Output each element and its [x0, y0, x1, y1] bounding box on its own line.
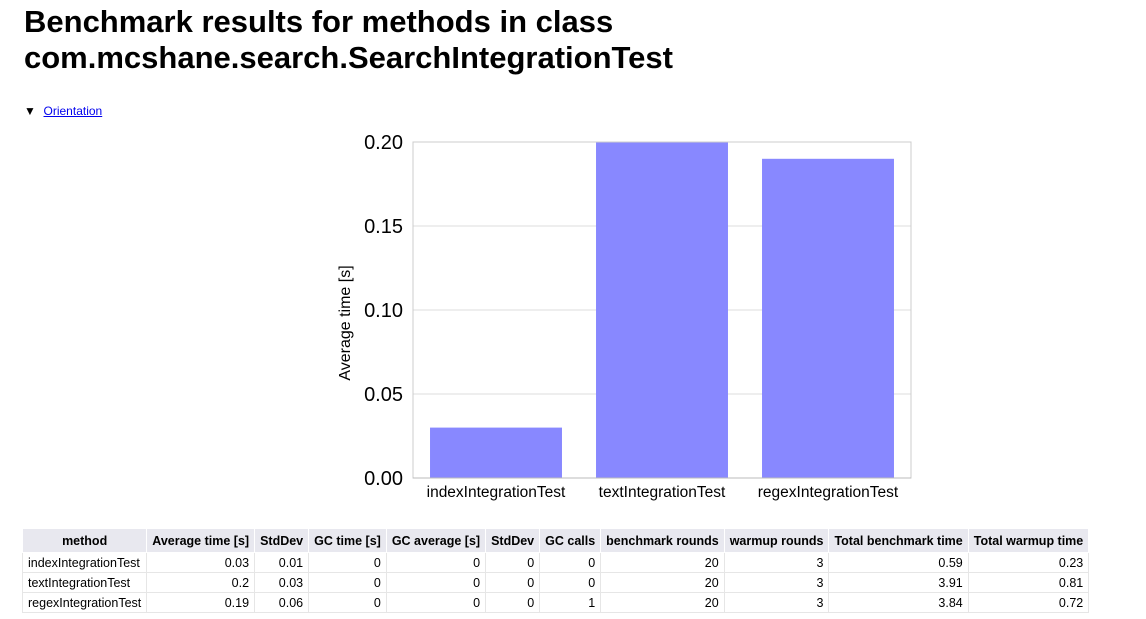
table-header-row: method Average time [s] StdDev GC time [s] G…	[21, 528, 1090, 553]
triangle-down-icon: ▼	[24, 104, 36, 118]
value-cell: 0.81	[967, 572, 1090, 593]
value-cell: 0	[485, 572, 541, 593]
column-header: Total warmup time	[967, 528, 1090, 553]
value-cell: 20	[600, 552, 725, 573]
value-cell: 3.91	[828, 572, 969, 593]
value-cell: 0.19	[146, 592, 256, 613]
value-cell: 0.2	[146, 572, 256, 593]
table-body: indexIntegrationTest 0.03 0.01 0 0 0 0 20 3 0.59 0…	[21, 552, 1090, 613]
table-row: indexIntegrationTest 0.03 0.01 0 0 0 0 20 3 0.59 0…	[21, 552, 1090, 573]
value-cell: 0	[385, 572, 487, 593]
orientation-toggle[interactable]: ▼ Orientation	[24, 103, 102, 119]
column-header: warmup rounds	[723, 528, 830, 553]
column-header: Average time [s]	[146, 528, 256, 553]
value-cell: 0	[385, 552, 487, 573]
results-table: method Average time [s] StdDev GC time [s] G…	[21, 528, 1090, 613]
value-cell: 3	[723, 552, 830, 573]
value-cell: 20	[600, 592, 725, 613]
y-tick-label: 0.00	[364, 468, 403, 490]
method-cell: indexIntegrationTest	[21, 552, 148, 573]
value-cell: 0.59	[828, 552, 969, 573]
y-tick-labels: 0.00 0.05 0.10 0.15 0.20	[364, 132, 403, 490]
orientation-link[interactable]: Orientation	[43, 104, 103, 118]
column-header: GC time [s]	[308, 528, 387, 553]
value-cell: 0.72	[967, 592, 1090, 613]
y-tick-label: 0.10	[364, 300, 403, 322]
page-title: Benchmark results for methods in class c…	[24, 4, 1124, 76]
value-cell: 1	[539, 592, 602, 613]
y-tick-label: 0.15	[364, 216, 403, 238]
page-title-line2: com.mcshane.search.SearchIntegrationTest	[24, 40, 673, 75]
value-cell: 0.01	[254, 552, 310, 573]
table-row: regexIntegrationTest 0.19 0.06 0 0 0 1 20 3 3.84 0…	[21, 592, 1090, 613]
column-header: GC average [s]	[385, 528, 487, 553]
column-header: method	[21, 528, 148, 553]
column-header: benchmark rounds	[600, 528, 725, 553]
value-cell: 0	[539, 572, 602, 593]
column-header: StdDev	[485, 528, 541, 553]
y-axis-label: Average time [s]	[337, 265, 354, 380]
value-cell: 0.06	[254, 592, 310, 613]
value-cell: 0.03	[254, 572, 310, 593]
x-tick-label: regexIntegrationTest	[758, 484, 899, 501]
x-tick-labels: indexIntegrationTest textIntegrationTest r…	[427, 484, 899, 501]
chart-axes	[412, 141, 912, 479]
value-cell: 0.23	[967, 552, 1090, 573]
value-cell: 0.03	[146, 552, 256, 573]
bar-textIntegrationTest	[596, 142, 728, 478]
value-cell: 3.84	[828, 592, 969, 613]
y-tick-label: 0.20	[364, 132, 403, 154]
value-cell: 0	[308, 572, 387, 593]
x-tick-label: textIntegrationTest	[599, 484, 726, 501]
x-tick-label: indexIntegrationTest	[427, 484, 566, 501]
bar-chart: 0.00 0.05 0.10 0.15 0.20 indexIntegrationTes…	[337, 132, 912, 501]
bar-regexIntegrationTest	[762, 158, 894, 479]
chart-bars	[430, 142, 894, 479]
value-cell: 0	[539, 552, 602, 573]
column-header: GC calls	[539, 528, 602, 553]
y-tick-label: 0.05	[364, 384, 403, 406]
table-row: textIntegrationTest 0.2 0.03 0 0 0 0 20 3 3.91 0.8…	[21, 572, 1090, 593]
method-cell: regexIntegrationTest	[21, 592, 148, 613]
value-cell: 3	[723, 572, 830, 593]
bar-indexIntegrationTest	[430, 427, 562, 478]
value-cell: 0	[485, 552, 541, 573]
method-cell: textIntegrationTest	[21, 572, 148, 593]
value-cell: 0	[308, 592, 387, 613]
value-cell: 0	[308, 552, 387, 573]
column-header: Total benchmark time	[828, 528, 969, 553]
page-title-line1: Benchmark results for methods in class	[24, 4, 614, 39]
value-cell: 20	[600, 572, 725, 593]
value-cell: 3	[723, 592, 830, 613]
column-header: StdDev	[254, 528, 310, 553]
value-cell: 0	[485, 592, 541, 613]
value-cell: 0	[385, 592, 487, 613]
